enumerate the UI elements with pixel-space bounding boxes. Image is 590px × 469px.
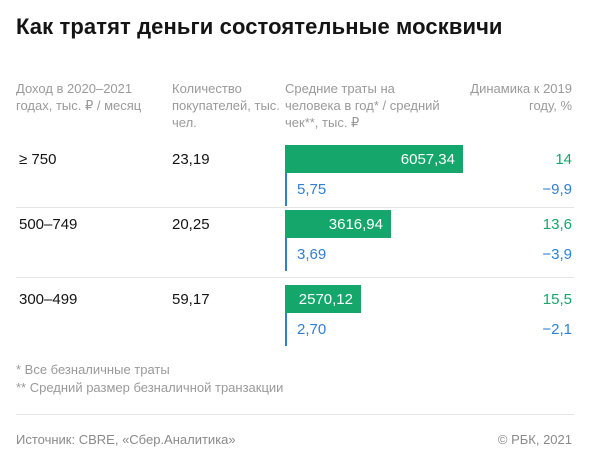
footnote-1: * Все безналичные траты xyxy=(16,362,170,377)
income-cell: 500–749 xyxy=(19,216,78,233)
chart-title: Как тратят деньги состоятельные москвичи xyxy=(16,14,503,39)
buyers-cell: 20,25 xyxy=(172,216,210,233)
dynamics-check: −3,9 xyxy=(542,246,572,263)
check-marker xyxy=(285,238,287,271)
dynamics-check: −2,1 xyxy=(542,321,572,338)
row-divider xyxy=(16,207,574,208)
header-income: Доход в 2020–2021 годах, тыс. ₽ / месяц xyxy=(16,81,142,113)
dynamics-spend: 13,6 xyxy=(542,216,572,233)
check-label: 3,69 xyxy=(297,246,327,263)
check-marker xyxy=(285,173,287,206)
income-cell: ≥ 750 xyxy=(19,151,57,168)
header-buyers: Количество покупателей, тыс. чел. xyxy=(172,81,280,130)
dynamics-spend: 15,5 xyxy=(542,291,572,308)
check-marker xyxy=(285,313,287,346)
buyers-cell: 23,19 xyxy=(172,151,210,168)
dynamics-check: −9,9 xyxy=(542,181,572,198)
source-text: Источник: CBRE, «Сбер.Аналитика» xyxy=(16,432,236,447)
spend-bar-label: 6057,34 xyxy=(400,151,455,168)
check-label: 5,75 xyxy=(297,181,327,198)
footer-divider xyxy=(16,414,574,415)
income-cell: 300–499 xyxy=(19,291,78,308)
table-row: 300–499 59,17 2570,12 2,70 15,5 −2,1 xyxy=(0,285,590,346)
footnote-2: ** Средний размер безналичной транзакции xyxy=(16,380,284,395)
check-label: 2,70 xyxy=(297,321,327,338)
spend-bar-label: 2570,12 xyxy=(298,291,353,308)
table-row: 500–749 20,25 3616,94 3,69 13,6 −3,9 xyxy=(0,210,590,271)
header-dynamics: Динамика к 2019 году, % xyxy=(470,81,572,113)
row-divider xyxy=(16,277,574,278)
table-row: ≥ 750 23,19 6057,34 5,75 14 −9,9 xyxy=(0,145,590,206)
spend-bar: 3616,94 xyxy=(285,210,391,238)
buyers-cell: 59,17 xyxy=(172,291,210,308)
spend-bar-label: 3616,94 xyxy=(328,216,383,233)
header-spend: Средние траты на человека в год* / средн… xyxy=(285,81,440,130)
copyright-text: © РБК, 2021 xyxy=(497,432,572,447)
spend-bar: 6057,34 xyxy=(285,145,463,173)
dynamics-spend: 14 xyxy=(555,151,572,168)
spend-bar: 2570,12 xyxy=(285,285,361,313)
